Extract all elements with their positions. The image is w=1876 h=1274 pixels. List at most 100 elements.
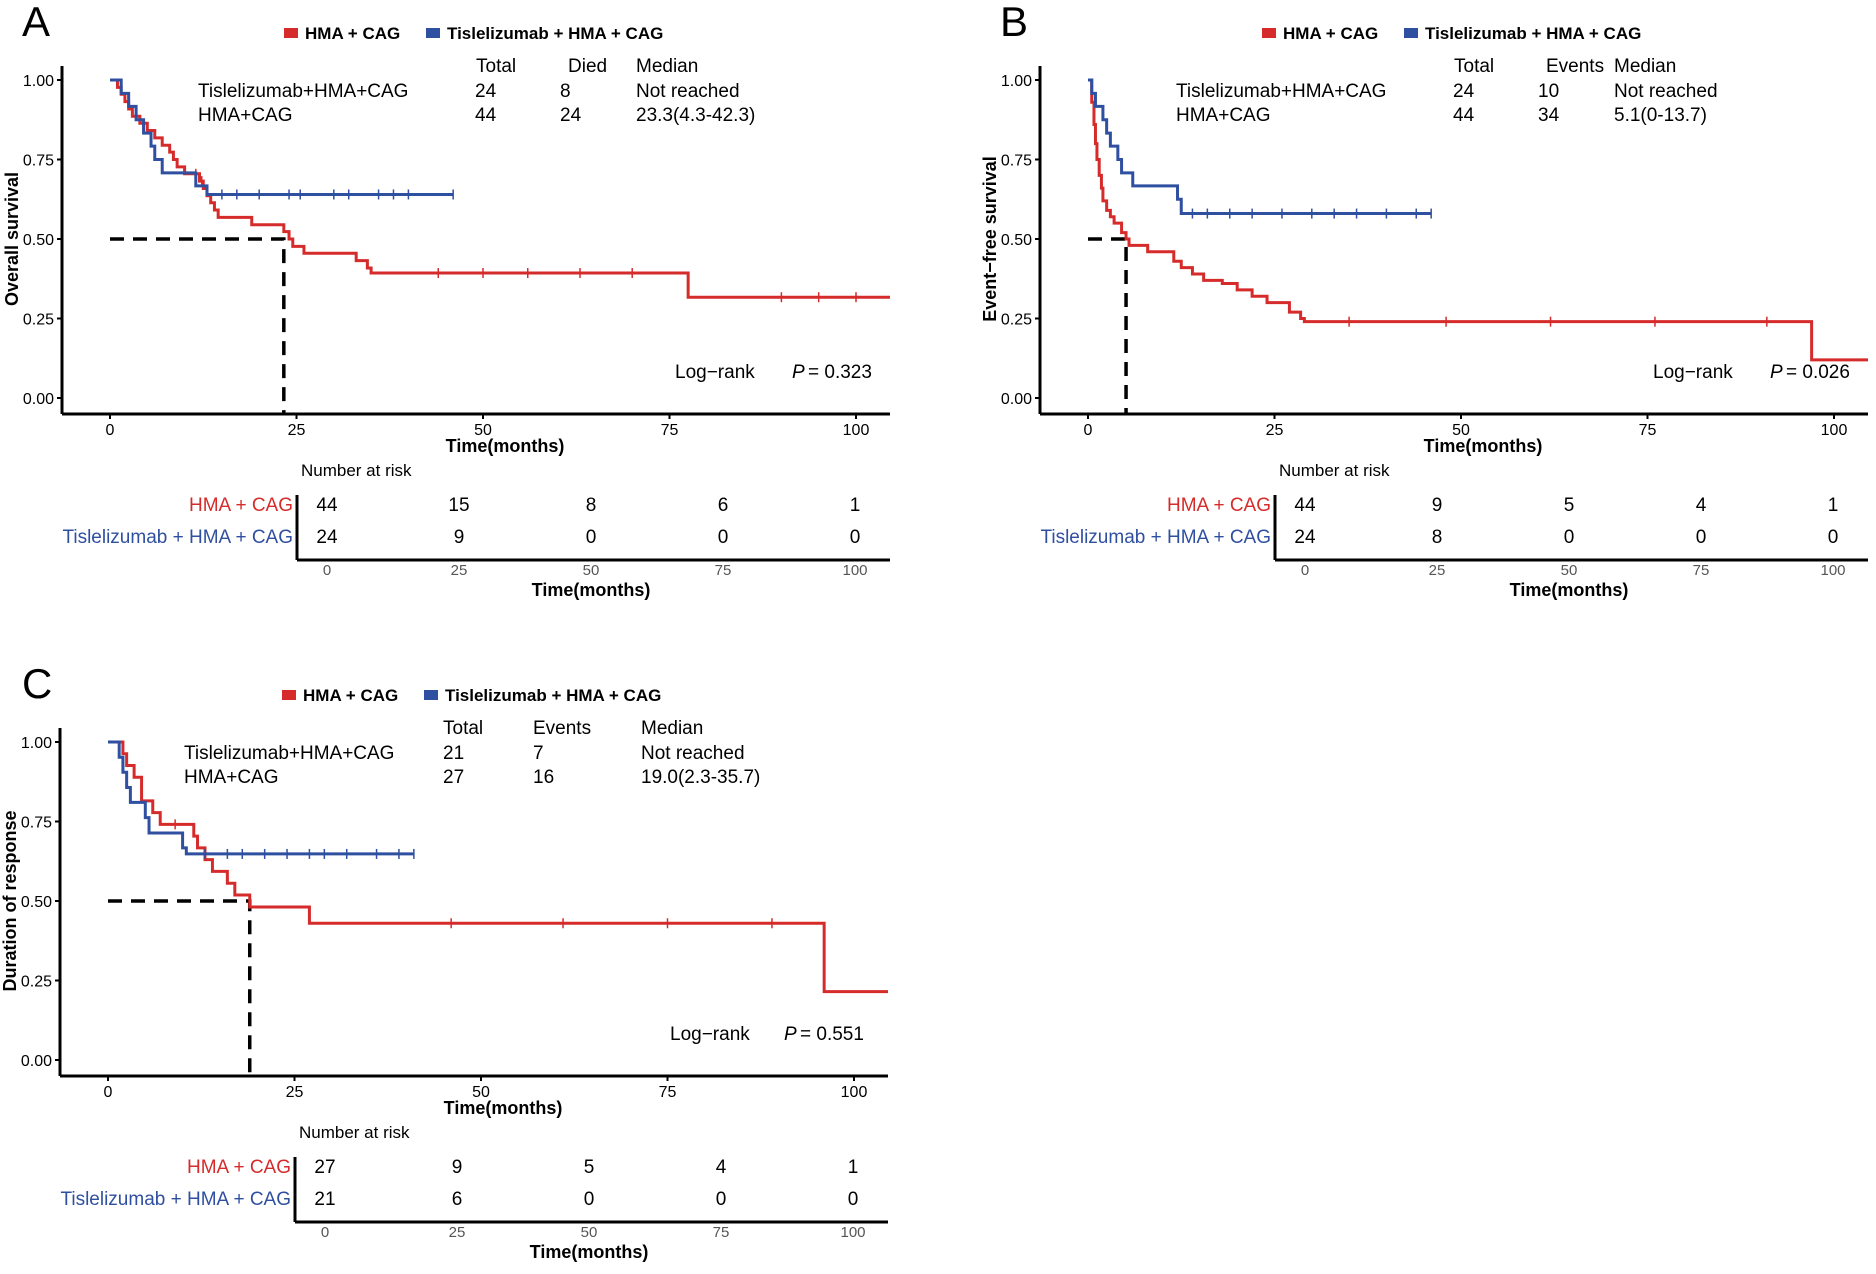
risk-count: 24: [316, 527, 338, 548]
y-tick-label: 0.25: [23, 312, 54, 329]
legend-label-hma-cag: HMA + CAG: [303, 686, 398, 705]
risk-count: 9: [454, 527, 465, 548]
summary-row-median: Not reached: [641, 743, 745, 764]
km-curve-tislelizumab: [108, 740, 414, 856]
risk-count: 0: [1696, 527, 1707, 548]
panel-letter: B: [1000, 0, 1028, 45]
y-axis-title: Event−free survival: [980, 156, 1000, 322]
km-panel-c: C HMA + CAG Tislelizumab + HMA + CAG 0.00 0.…: [0, 660, 888, 1262]
median-reference-line: [108, 899, 252, 1076]
x-tick-label: 25: [286, 1084, 304, 1101]
x-tick-label: 0: [104, 1084, 113, 1101]
y-tick-label: 0.75: [21, 815, 52, 832]
risk-x-tick-label: 25: [1429, 562, 1446, 579]
risk-x-tick-label: 100: [840, 1224, 865, 1241]
risk-count: 0: [1828, 527, 1839, 548]
risk-x-tick-label: 25: [449, 1224, 466, 1241]
y-tick-label: 1.00: [1001, 73, 1032, 90]
risk-x-tick-label: 75: [715, 562, 732, 579]
risk-count: 1: [850, 495, 861, 516]
summary-row-count: 16: [533, 767, 554, 788]
y-tick-label: 0.50: [23, 232, 54, 249]
x-tick-label: 50: [474, 422, 492, 439]
y-tick-label: 0.25: [1001, 312, 1032, 329]
summary-row-total: 44: [1453, 105, 1475, 126]
risk-count: 0: [1564, 527, 1575, 548]
risk-label-hma-cag: HMA + CAG: [189, 495, 293, 516]
x-axis-title: Time(months): [444, 1098, 563, 1118]
risk-count: 9: [1432, 495, 1443, 516]
risk-x-axis-title: Time(months): [1510, 580, 1629, 600]
risk-x-tick-label: 50: [1561, 562, 1578, 579]
summary-header-count: Events: [1546, 56, 1604, 77]
panel-letter: A: [22, 0, 50, 45]
risk-x-tick-label: 75: [1693, 562, 1710, 579]
legend-label-tislelizumab: Tislelizumab + HMA + CAG: [1425, 24, 1641, 43]
km-curve-tislelizumab: [110, 78, 454, 196]
risk-table-header: Number at risk: [301, 461, 412, 480]
summary-row-label: HMA+CAG: [198, 105, 293, 126]
panel-letter: C: [22, 660, 52, 707]
summary-row-total: 21: [443, 743, 464, 764]
risk-count: 0: [718, 527, 729, 548]
km-panel-b: B HMA + CAG Tislelizumab + HMA + CAG 0.00 0.…: [980, 0, 1868, 600]
x-tick-label: 25: [1266, 422, 1284, 439]
risk-x-tick-label: 25: [451, 562, 468, 579]
y-tick-label: 0.00: [23, 391, 54, 408]
legend-label-hma-cag: HMA + CAG: [305, 24, 400, 43]
risk-count: 0: [584, 1189, 595, 1210]
p-value: = 0.323: [808, 362, 872, 383]
legend-label-hma-cag: HMA + CAG: [1283, 24, 1378, 43]
summary-row-label: Tislelizumab+HMA+CAG: [184, 743, 394, 764]
summary-row-label: Tislelizumab+HMA+CAG: [1176, 81, 1386, 102]
risk-count: 1: [848, 1157, 859, 1178]
summary-row-count: 8: [560, 81, 571, 102]
risk-label-tislelizumab: Tislelizumab + HMA + CAG: [62, 527, 293, 548]
km-panel-a: A HMA + CAG Tislelizumab + HMA + CAG 0.00 0.…: [2, 0, 890, 600]
y-tick-label: 0.50: [1001, 232, 1032, 249]
risk-count: 44: [1294, 495, 1316, 516]
summary-row-label: Tislelizumab+HMA+CAG: [198, 81, 408, 102]
p-label: P: [784, 1024, 797, 1045]
summary-row-count: 7: [533, 743, 544, 764]
risk-count: 4: [716, 1157, 727, 1178]
legend-swatch-tislelizumab: [424, 690, 438, 700]
risk-count: 5: [1564, 495, 1575, 516]
summary-header-total: Total: [443, 718, 483, 739]
y-tick-label: 0.75: [1001, 153, 1032, 170]
risk-count: 15: [448, 495, 469, 516]
risk-count: 4: [1696, 495, 1707, 516]
summary-row-median: 19.0(2.3-35.7): [641, 767, 760, 788]
y-tick-label: 0.75: [23, 153, 54, 170]
km-curve-hma-cag: [1088, 78, 1868, 362]
risk-count: 6: [718, 495, 729, 516]
summary-header-median: Median: [636, 56, 698, 77]
risk-count: 0: [586, 527, 597, 548]
summary-header-median: Median: [1614, 56, 1676, 77]
risk-count: 0: [850, 527, 861, 548]
summary-header-count: Died: [568, 56, 607, 77]
risk-x-axis-title: Time(months): [532, 580, 651, 600]
x-tick-label: 100: [1821, 422, 1848, 439]
logrank-label: Log−rank: [670, 1024, 750, 1045]
risk-label-hma-cag: HMA + CAG: [187, 1157, 291, 1178]
summary-row-total: 24: [1453, 81, 1475, 102]
summary-header-total: Total: [476, 56, 516, 77]
p-value: = 0.026: [1786, 362, 1850, 383]
risk-table-header: Number at risk: [1279, 461, 1390, 480]
summary-row-median: 5.1(0-13.7): [1614, 105, 1707, 126]
x-axis-title: Time(months): [1424, 436, 1543, 456]
risk-x-tick-label: 0: [323, 562, 331, 579]
y-axis-title: Duration of response: [0, 810, 20, 991]
y-tick-label: 0.25: [21, 974, 52, 991]
risk-count: 21: [314, 1189, 335, 1210]
risk-x-tick-label: 75: [713, 1224, 730, 1241]
risk-count: 27: [314, 1157, 335, 1178]
summary-row-median: Not reached: [636, 81, 740, 102]
summary-row-count: 24: [560, 105, 582, 126]
legend-swatch-hma-cag: [282, 690, 296, 700]
summary-header-total: Total: [1454, 56, 1494, 77]
legend-label-tislelizumab: Tislelizumab + HMA + CAG: [445, 686, 661, 705]
y-tick-label: 0.00: [21, 1053, 52, 1070]
